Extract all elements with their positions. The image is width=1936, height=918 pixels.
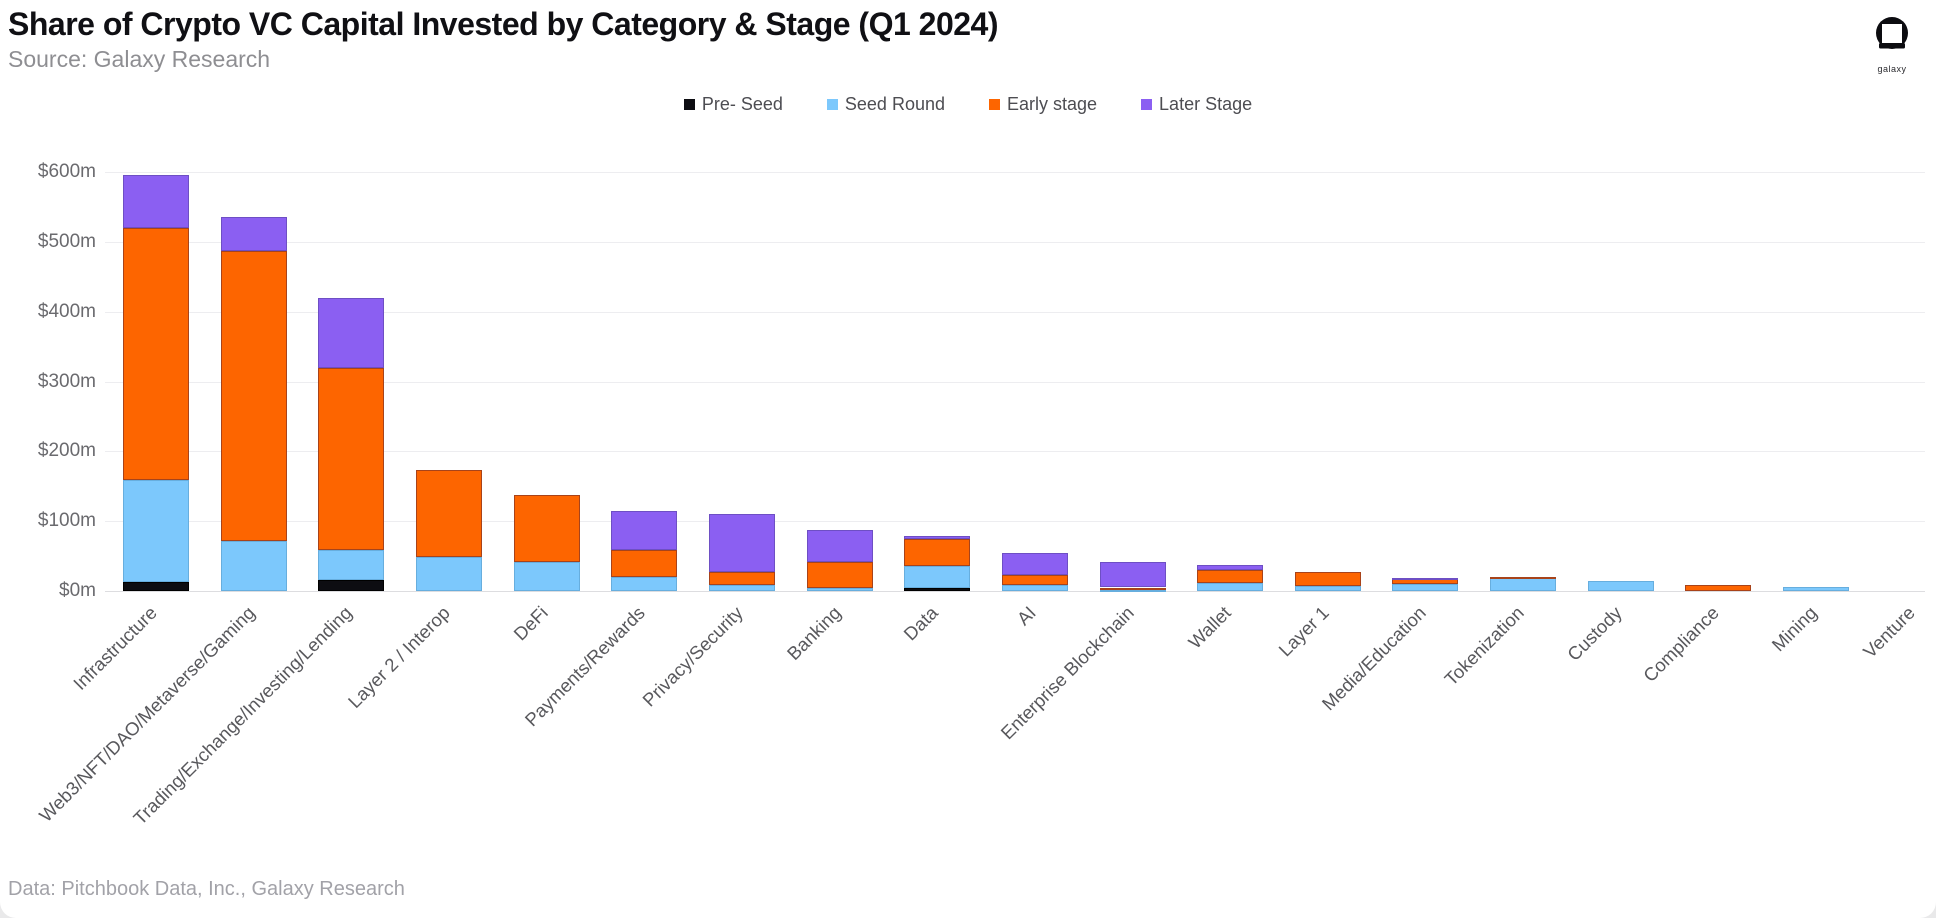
bar-segment-seed-round-web3-nft-dao-metaverse-gaming: [220, 540, 287, 591]
galaxy-logo-icon: [1876, 17, 1908, 49]
bar-segment-seed-round-data: [904, 565, 971, 588]
bar-segment-seed-round-ai: [1001, 584, 1068, 591]
legend-label: Later Stage: [1159, 94, 1253, 114]
bar-segment-early-stage-layer-2-interop: [415, 470, 482, 557]
bar-segment-early-stage-compliance: [1685, 585, 1752, 591]
bar-segment-seed-round-enterprise-blockchain: [1099, 589, 1166, 592]
bar-segment-pre--seed-trading-exchange-investing-lending: [318, 579, 385, 591]
bar-segment-seed-round-infrastructure: [123, 479, 189, 582]
chart-source-subtitle: Source: Galaxy Research: [8, 46, 271, 72]
legend-item-later-stage: Later Stage: [1141, 94, 1252, 115]
bar-segment-early-stage-web3-nft-dao-metaverse-gaming: [220, 250, 287, 541]
bar-segment-later-stage-banking: [806, 529, 873, 562]
legend-swatch-icon: [826, 99, 838, 110]
bar-segment-early-stage-banking: [806, 561, 873, 589]
bar-segment-early-stage-enterprise-blockchain: [1099, 587, 1166, 590]
bar-segment-early-stage-wallet: [1197, 570, 1264, 583]
y-axis-tick-label: $0m: [59, 580, 96, 601]
gridline-$0m: [105, 591, 1925, 592]
legend-swatch-icon: [989, 99, 1000, 110]
y-axis-tick-label: $500m: [37, 230, 96, 252]
bar-segment-later-stage-data: [904, 535, 971, 540]
legend-item-pre--seed: Pre- Seed: [683, 94, 783, 115]
gridline-$100m: [105, 521, 1925, 523]
legend-swatch-icon: [1141, 99, 1153, 110]
bar-segment-seed-round-banking: [806, 588, 873, 591]
gridline-$600m: [105, 172, 1925, 173]
bar-segment-later-stage-trading-exchange-investing-lending: [318, 297, 385, 368]
data-attribution-caption: Data: Pitchbook Data, Inc., Galaxy Resea…: [8, 878, 405, 900]
legend-swatch-icon: [683, 99, 695, 110]
bar-segment-pre--seed-data: [904, 587, 971, 591]
bar-segment-early-stage-defi: [513, 495, 580, 562]
legend-label: Seed Round: [844, 94, 945, 114]
bar-segment-later-stage-web3-nft-dao-metaverse-gaming: [220, 217, 287, 251]
legend-label: Pre- Seed: [701, 94, 783, 114]
bar-segment-early-stage-ai: [1001, 574, 1068, 585]
bar-segment-later-stage-privacy-security: [708, 514, 775, 573]
gridline-$400m: [105, 311, 1925, 313]
bar-segment-seed-round-defi: [513, 561, 580, 591]
bar-segment-early-stage-privacy-security: [708, 572, 775, 586]
bar-segment-early-stage-media-education: [1392, 579, 1459, 584]
bar-segment-early-stage-trading-exchange-investing-lending: [318, 367, 385, 550]
y-axis-tick-label: $600m: [37, 161, 96, 182]
gridline-$300m: [105, 381, 1925, 383]
bar-segment-seed-round-payments-rewards: [611, 577, 678, 591]
bar-segment-seed-round-layer-1: [1294, 586, 1361, 591]
y-axis-tick-label: $300m: [37, 370, 96, 392]
chart-legend: Pre- Seed Seed Round Early stage Later Stag…: [0, 94, 1936, 115]
bar-segment-early-stage-payments-rewards: [611, 550, 678, 578]
galaxy-logo: galaxy: [1862, 16, 1922, 74]
bar-segment-later-stage-payments-rewards: [611, 510, 678, 551]
bar-segment-seed-round-tokenization: [1490, 578, 1557, 591]
bar-segment-seed-round-mining: [1783, 586, 1850, 591]
bar-segment-early-stage-layer-1: [1294, 572, 1361, 587]
bar-segment-seed-round-layer-2-interop: [415, 556, 482, 591]
y-axis-tick-label: $200m: [37, 440, 96, 462]
bar-segment-later-stage-enterprise-blockchain: [1099, 561, 1166, 588]
page-title: Share of Crypto VC Capital Invested by C…: [8, 6, 999, 42]
y-axis-tick-label: $400m: [37, 300, 96, 322]
bar-segment-seed-round-media-education: [1392, 584, 1459, 591]
galaxy-logo-label: galaxy: [1877, 64, 1907, 74]
legend-item-seed-round: Seed Round: [826, 94, 945, 115]
bar-segment-later-stage-media-education: [1392, 577, 1459, 580]
bar-segment-later-stage-infrastructure: [123, 175, 189, 228]
bar-segment-seed-round-trading-exchange-investing-lending: [318, 549, 385, 580]
bar-segment-pre--seed-infrastructure: [123, 581, 189, 591]
bar-segment-seed-round-custody: [1587, 580, 1654, 591]
bar-segment-seed-round-wallet: [1197, 582, 1264, 591]
bar-segment-seed-round-privacy-security: [708, 585, 775, 591]
legend-item-early-stage: Early stage: [989, 94, 1097, 115]
gridline-$200m: [105, 451, 1925, 453]
bar-segment-early-stage-data: [904, 539, 971, 566]
bar-segment-early-stage-tokenization: [1490, 577, 1557, 580]
bar-segment-early-stage-infrastructure: [123, 227, 189, 480]
bar-segment-later-stage-ai: [1001, 552, 1068, 575]
bar-segment-later-stage-wallet: [1197, 565, 1264, 571]
y-axis-tick-label: $100m: [37, 510, 96, 532]
legend-label: Early stage: [1007, 94, 1098, 114]
gridline-$500m: [105, 241, 1925, 243]
